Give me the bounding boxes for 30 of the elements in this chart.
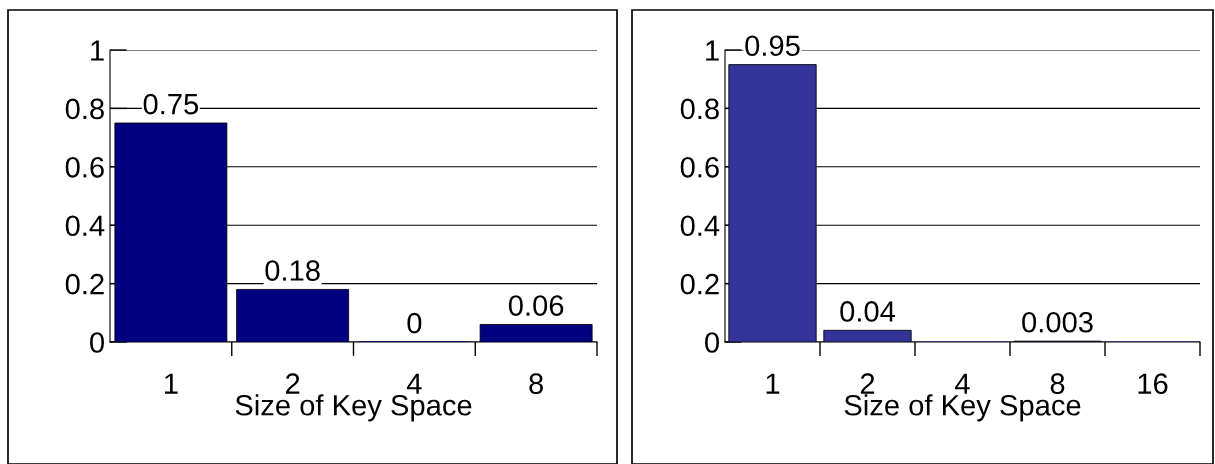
y-tick-label: 1 — [91, 40, 104, 61]
x-tick-label: 1 — [766, 373, 780, 394]
data-label: 0.75 — [143, 93, 199, 115]
y-tick-label: 0.6 — [65, 157, 104, 178]
data-label: 0.003 — [1022, 311, 1093, 333]
data-label: 0.04 — [840, 301, 896, 322]
x-tick-label: 8 — [529, 373, 543, 394]
x-tick-label: 16 — [1138, 373, 1168, 394]
y-tick-label: 0.2 — [680, 273, 719, 295]
y-tick-label: 0 — [705, 332, 719, 353]
x-axis-title: Size of Key Space — [844, 394, 1081, 422]
y-tick-label: 1 — [706, 40, 719, 61]
data-label: 0.18 — [265, 260, 320, 281]
data-label: 0 — [407, 312, 422, 334]
y-tick-label: 0.4 — [65, 215, 105, 237]
y-tick-label: 0.6 — [680, 157, 719, 178]
x-tick-label: 2 — [285, 373, 300, 394]
x-tick-label: 2 — [860, 373, 875, 394]
data-label: 0.06 — [508, 295, 564, 316]
x-tick-label: 4 — [406, 373, 422, 394]
y-tick-label: 0.2 — [65, 273, 104, 295]
x-tick-label: 1 — [164, 373, 178, 394]
y-tick-label: 0.8 — [680, 98, 719, 120]
x-axis-title: Size of Key Space — [235, 394, 472, 422]
y-tick-label: 0 — [90, 332, 104, 353]
data-label: 0.95 — [745, 35, 800, 57]
y-tick-label: 0.8 — [65, 98, 104, 120]
x-tick-label: 8 — [1050, 373, 1065, 394]
y-tick-label: 0.4 — [680, 215, 720, 237]
x-tick-label: 4 — [955, 373, 970, 394]
